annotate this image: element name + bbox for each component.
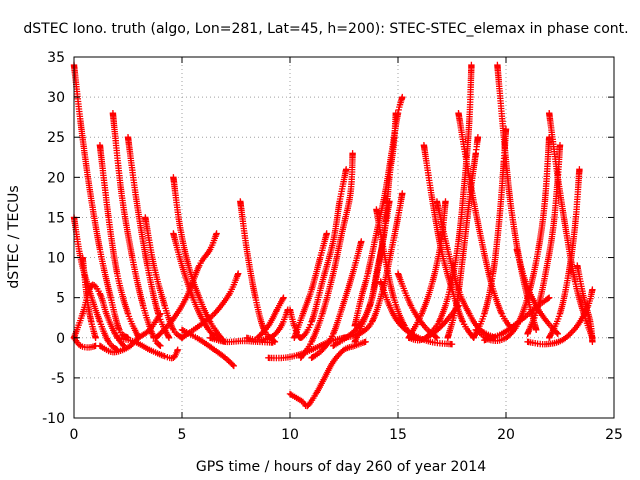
x-axis-label: GPS time / hours of day 260 of year 2014 — [196, 459, 486, 475]
plot-frame — [73, 56, 615, 419]
x-tick-label: 25 — [605, 427, 623, 443]
data-point-markers — [455, 110, 516, 333]
series-arc-21 — [286, 338, 369, 410]
x-tick-label: 5 — [178, 427, 187, 443]
data-point-markers — [96, 142, 142, 341]
data-point-markers — [524, 142, 564, 337]
data-point-markers — [297, 150, 356, 361]
series-arc-5 — [79, 254, 99, 341]
series-arc-43 — [524, 142, 564, 337]
data-point-markers — [178, 326, 237, 370]
series-arc-8 — [124, 134, 173, 341]
series-arc-6 — [96, 142, 142, 341]
y-tick-label: -5 — [51, 371, 65, 387]
data-point-markers — [524, 286, 596, 348]
series-arc-9 — [142, 214, 186, 341]
series-arc-45 — [546, 166, 583, 341]
data-point-markers — [96, 310, 164, 356]
axis-layer: -10 -5 0 5 10 15 20 25 30 35 0 5 10 15 20 25 — [42, 50, 623, 443]
y-tick-label: 35 — [47, 50, 65, 66]
y-tick-label: 20 — [47, 170, 65, 186]
x-tick-label: 15 — [389, 427, 407, 443]
data-point-markers — [243, 306, 291, 344]
data-point-markers — [308, 238, 365, 361]
data-point-markers — [114, 334, 181, 362]
series-arc-10 — [96, 310, 164, 356]
y-tick-label: 10 — [47, 251, 65, 267]
data-point-markers — [405, 302, 462, 344]
data-point-markers — [124, 134, 173, 341]
data-point-markers — [152, 230, 220, 341]
y-tick-label: 25 — [47, 130, 65, 146]
y-tick-label: 5 — [56, 291, 65, 307]
x-tick-label: 20 — [497, 427, 515, 443]
series-arc-11 — [114, 334, 181, 362]
series-arc-46 — [574, 262, 596, 345]
series-arc-37 — [444, 134, 482, 341]
data-point-markers — [170, 174, 225, 341]
series-layer — [70, 61, 596, 410]
series-arc-24 — [308, 238, 365, 361]
data-point-markers — [142, 214, 186, 341]
series-arc-12 — [170, 174, 225, 341]
chart-title: dSTEC Iono. truth (algo, Lon=281, Lat=45… — [23, 21, 628, 37]
y-tick-label: 0 — [56, 331, 65, 347]
series-arc-23 — [297, 150, 356, 361]
series-arc-47 — [524, 286, 596, 348]
series-arc-25 — [291, 230, 330, 341]
y-axis-label: dSTEC / TECUs — [6, 185, 22, 288]
data-point-markers — [79, 254, 99, 341]
data-point-markers — [291, 230, 330, 341]
x-tick-label: 0 — [70, 427, 79, 443]
y-tick-label: -10 — [42, 411, 65, 427]
data-point-markers — [286, 338, 369, 410]
series-arc-16 — [178, 326, 237, 370]
x-tick-label: 10 — [281, 427, 299, 443]
data-point-markers — [444, 134, 482, 341]
series-arc-42 — [513, 246, 561, 337]
series-arc-14 — [152, 230, 220, 341]
y-tick-label: 15 — [47, 210, 65, 226]
series-arc-49 — [405, 302, 462, 344]
series-arc-38 — [455, 110, 516, 333]
data-point-markers — [574, 262, 596, 345]
y-tick-label: 30 — [47, 90, 65, 106]
data-point-markers — [513, 246, 561, 337]
data-point-markers — [546, 166, 583, 341]
data-point-markers — [481, 294, 553, 344]
series-arc-48 — [481, 294, 553, 344]
series-arc-50 — [243, 306, 291, 344]
